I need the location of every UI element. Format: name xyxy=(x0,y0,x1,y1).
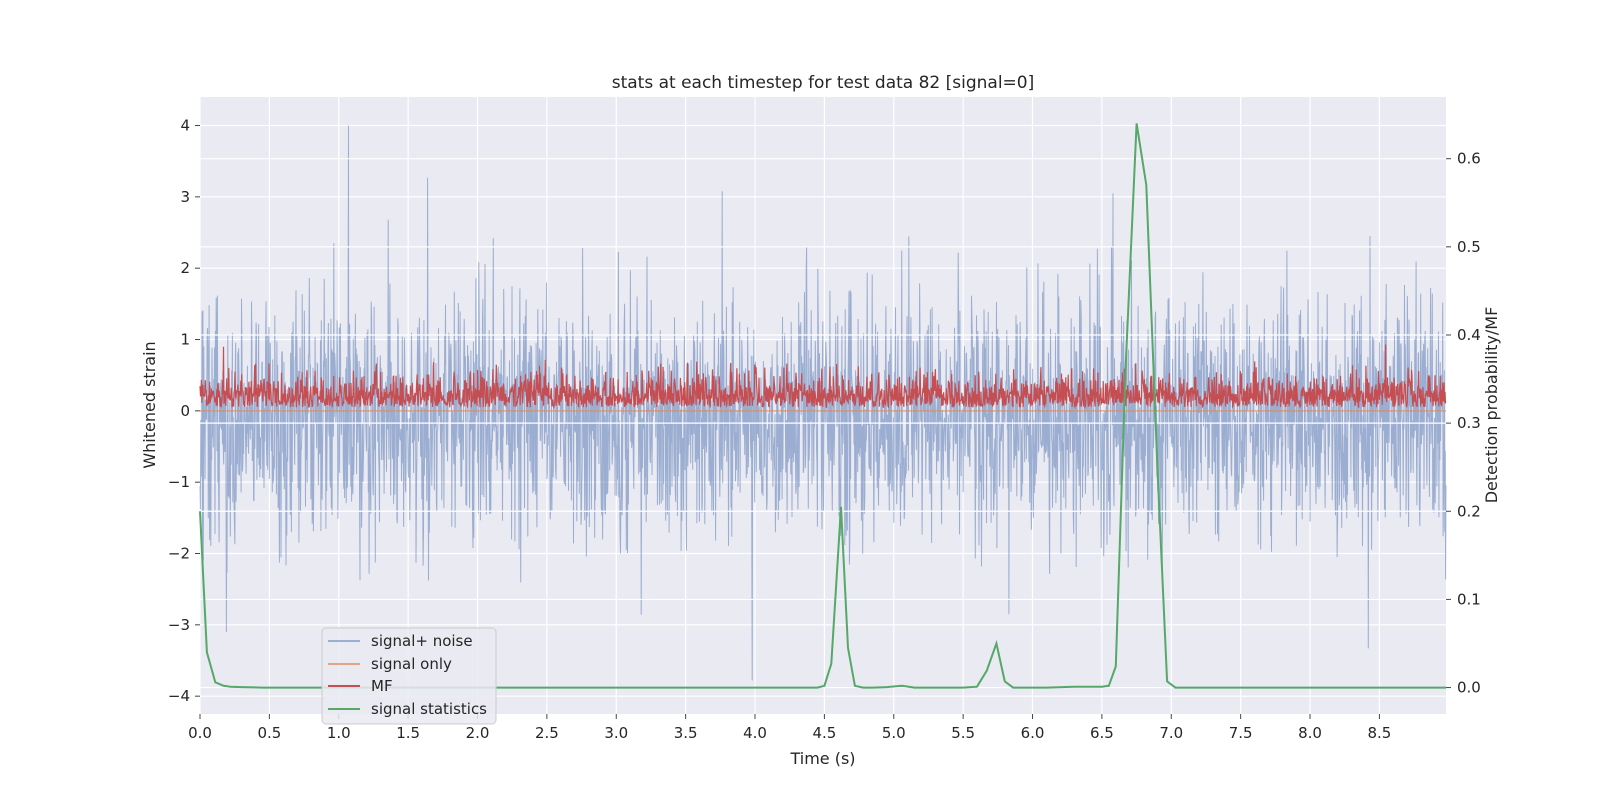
x-tick-label: 5.5 xyxy=(951,724,975,742)
x-tick-label: 7.5 xyxy=(1229,724,1253,742)
y-right-axis-title: Detection probability/MF xyxy=(1482,307,1501,504)
x-tick-label: 4.5 xyxy=(812,724,836,742)
tick-labels: 0.0 0.5 1.0 1.5 2.0 2.5 3.0 3.5 4.0 4.5 5.0 5.5 6.0 6… xyxy=(168,117,1481,742)
y-right-tick-label: 0.3 xyxy=(1457,414,1481,432)
signal-statistics-line xyxy=(199,123,1446,689)
x-tick-label: 6.5 xyxy=(1090,724,1114,742)
legend-label-mf: MF xyxy=(371,677,393,695)
mf-line xyxy=(199,344,1447,410)
y-tick-label: 2 xyxy=(180,259,190,277)
y-tick-label: 3 xyxy=(180,188,190,206)
legend-label-signal-statistics: signal statistics xyxy=(371,700,487,718)
mf-series xyxy=(199,344,1447,410)
legend-label-signal-noise: signal+ noise xyxy=(371,632,473,650)
x-tick-label: 0.5 xyxy=(257,724,281,742)
y-right-tick-label: 0.5 xyxy=(1457,238,1481,256)
chart-title: stats at each timestep for test data 82 … xyxy=(612,73,1035,93)
y-tick-label: 0 xyxy=(180,402,190,420)
legend-box xyxy=(321,627,497,725)
x-tick-label: 2.0 xyxy=(466,724,490,742)
x-axis-title: Time (s) xyxy=(789,749,855,768)
y-axis-title: Whitened strain xyxy=(140,341,159,468)
x-tick-label: 7.0 xyxy=(1159,724,1183,742)
y-right-tick-label: 0.0 xyxy=(1457,679,1481,697)
x-tick-label: 1.0 xyxy=(327,724,351,742)
x-tick-label: 5.0 xyxy=(882,724,906,742)
x-tick-label: 0.0 xyxy=(188,724,212,742)
y-right-tick-label: 0.1 xyxy=(1457,590,1481,608)
right-axis-grid-lines xyxy=(200,158,1446,689)
y-right-tick-label: 0.6 xyxy=(1457,150,1481,168)
y-tick-label: 1 xyxy=(180,331,190,349)
y-right-tick-label: 0.4 xyxy=(1457,326,1481,344)
legend: signal+ noise signal only MF signal stat… xyxy=(321,627,497,725)
x-tick-label: 6.0 xyxy=(1021,724,1045,742)
y-tick-label: −4 xyxy=(168,687,190,705)
x-tick-label: 8.5 xyxy=(1367,724,1391,742)
y-tick-label: −2 xyxy=(168,545,190,563)
legend-label-signal-only: signal only xyxy=(371,655,452,673)
signal-statistics-series xyxy=(199,123,1446,689)
x-tick-label: 3.5 xyxy=(674,724,698,742)
y-tick-label: 4 xyxy=(180,117,190,135)
x-tick-label: 1.5 xyxy=(396,724,420,742)
x-tick-label: 8.0 xyxy=(1298,724,1322,742)
y-tick-label: −3 xyxy=(168,616,190,634)
x-tick-label: 4.0 xyxy=(743,724,767,742)
y-right-tick-label: 0.2 xyxy=(1457,502,1481,520)
x-tick-label: 3.0 xyxy=(604,724,628,742)
x-tick-label: 2.5 xyxy=(535,724,559,742)
y-tick-label: −1 xyxy=(168,473,190,491)
